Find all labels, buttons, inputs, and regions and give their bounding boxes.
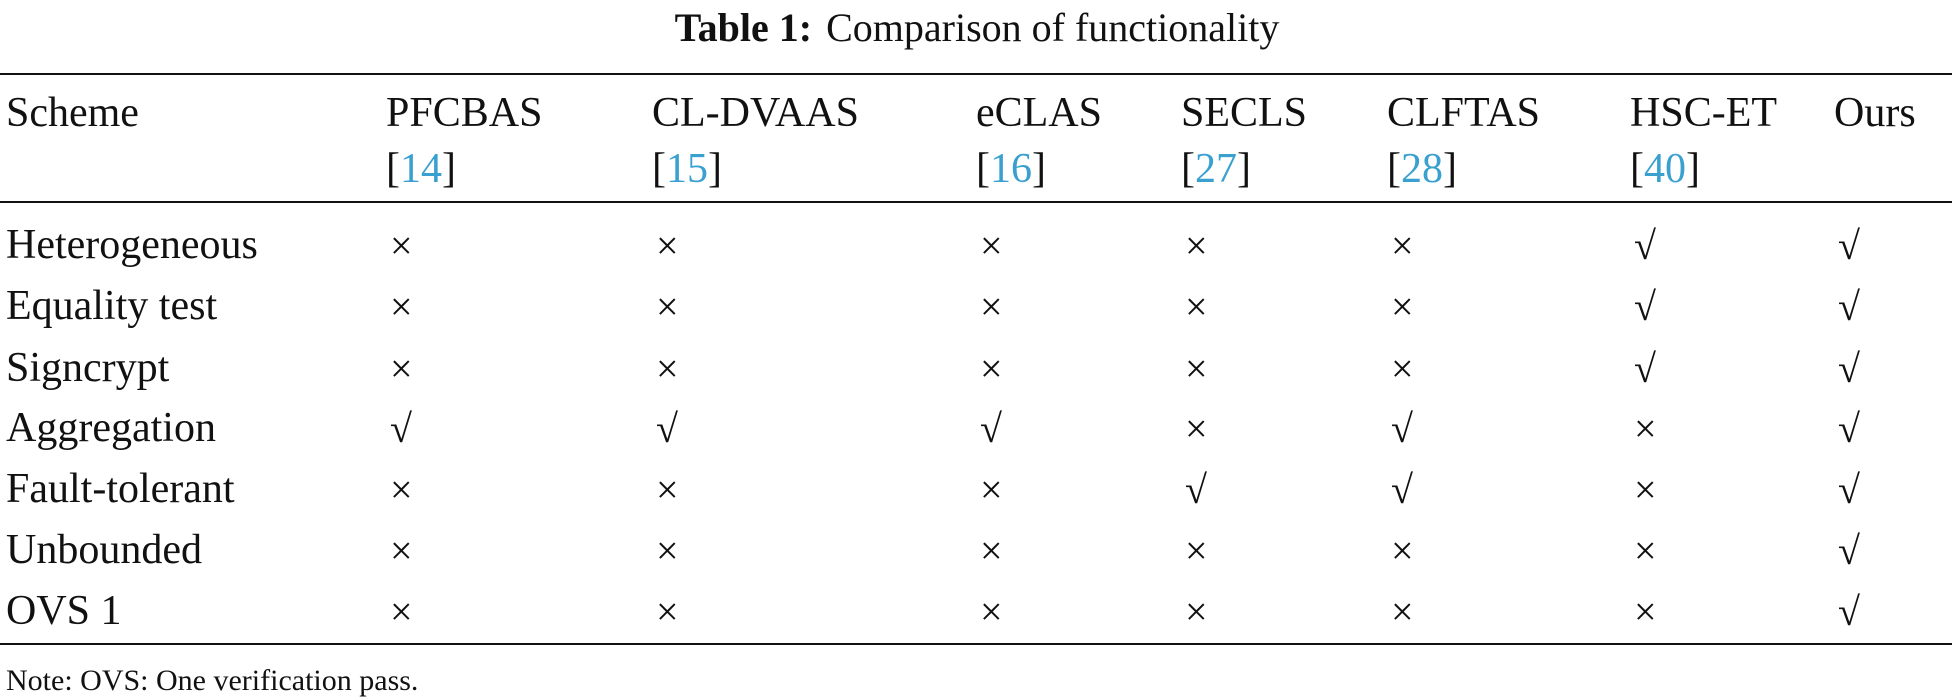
header-cell: Scheme xyxy=(6,90,139,136)
cell-symbol: × xyxy=(1634,528,1657,573)
header-ref: [14] xyxy=(386,148,456,190)
cell-symbol: × xyxy=(1185,589,1208,634)
ref-bracket: [ xyxy=(1181,146,1195,192)
caption-label: Table 1: xyxy=(674,5,813,50)
header-cell: CLFTAS xyxy=(1387,90,1541,136)
cell-symbol: × xyxy=(1391,346,1414,391)
cell-symbol: √ xyxy=(1838,346,1860,391)
cell-symbol: × xyxy=(980,589,1003,634)
header-cell: PFCBAS xyxy=(386,90,543,136)
cell-symbol: √ xyxy=(1838,284,1860,329)
ref-bracket: ] xyxy=(1686,146,1700,192)
cell-symbol: × xyxy=(390,589,413,634)
cell-symbol: √ xyxy=(1838,223,1860,268)
cell-symbol: √ xyxy=(1634,284,1656,329)
table-caption: Table 1: Comparison of functionality xyxy=(0,4,1954,51)
row-label: Heterogeneous xyxy=(6,222,258,268)
header-ref: [40] xyxy=(1630,148,1700,190)
cell-symbol: × xyxy=(390,467,413,512)
cell-symbol: × xyxy=(1391,528,1414,573)
cell-symbol: × xyxy=(980,467,1003,512)
cell-symbol: × xyxy=(1185,284,1208,329)
cell-symbol: × xyxy=(1634,406,1657,451)
cell-symbol: √ xyxy=(656,406,678,451)
cell-symbol: × xyxy=(656,467,679,512)
cell-symbol: × xyxy=(1634,467,1657,512)
row-label: Fault-tolerant xyxy=(6,466,235,512)
row-label: OVS 1 xyxy=(6,588,122,634)
header-ref: [27] xyxy=(1181,148,1251,190)
ref-number: 16 xyxy=(990,146,1032,192)
cell-symbol: × xyxy=(390,346,413,391)
cell-symbol: × xyxy=(390,284,413,329)
cell-symbol: × xyxy=(656,223,679,268)
ref-bracket: ] xyxy=(1443,146,1457,192)
row-label: Aggregation xyxy=(6,405,216,451)
ref-bracket: ] xyxy=(1032,146,1046,192)
ref-bracket: ] xyxy=(442,146,456,192)
ref-number: 40 xyxy=(1644,146,1686,192)
header-cell: SECLS xyxy=(1181,90,1308,136)
header-cell: Ours xyxy=(1834,90,1916,136)
header-cell: HSC-ET xyxy=(1630,90,1777,136)
ref-bracket: ] xyxy=(1237,146,1251,192)
cell-symbol: × xyxy=(1185,346,1208,391)
cell-symbol: × xyxy=(390,223,413,268)
cell-symbol: √ xyxy=(1391,406,1413,451)
cell-symbol: × xyxy=(656,284,679,329)
ref-bracket: ] xyxy=(708,146,722,192)
cell-symbol: × xyxy=(1391,589,1414,634)
table-note: Note: OVS: One verification pass. xyxy=(6,664,419,697)
cell-symbol: × xyxy=(1185,528,1208,573)
header-cell: eCLAS xyxy=(976,90,1102,136)
cell-symbol: × xyxy=(656,589,679,634)
header-ref: [16] xyxy=(976,148,1046,190)
mid-rule xyxy=(0,201,1952,203)
caption-text: Comparison of functionality xyxy=(826,5,1280,50)
cell-symbol: √ xyxy=(1838,467,1860,512)
row-label: Signcrypt xyxy=(6,345,170,391)
cell-symbol: √ xyxy=(1838,528,1860,573)
row-label: Equality test xyxy=(6,283,218,329)
row-label: Unbounded xyxy=(6,527,202,573)
ref-number: 14 xyxy=(400,146,442,192)
header-cell: CL-DVAAS xyxy=(652,90,859,136)
cell-symbol: × xyxy=(980,223,1003,268)
cell-symbol: √ xyxy=(390,406,412,451)
cell-symbol: × xyxy=(1185,406,1208,451)
ref-bracket: [ xyxy=(386,146,400,192)
header-ref: [28] xyxy=(1387,148,1457,190)
cell-symbol: × xyxy=(980,346,1003,391)
cell-symbol: √ xyxy=(1634,223,1656,268)
cell-symbol: × xyxy=(1391,223,1414,268)
cell-symbol: × xyxy=(656,346,679,391)
header-ref: [15] xyxy=(652,148,722,190)
cell-symbol: × xyxy=(1185,223,1208,268)
cell-symbol: × xyxy=(1634,589,1657,634)
cell-symbol: √ xyxy=(1634,346,1656,391)
ref-number: 15 xyxy=(666,146,708,192)
ref-bracket: [ xyxy=(1630,146,1644,192)
cell-symbol: √ xyxy=(1838,406,1860,451)
cell-symbol: × xyxy=(656,528,679,573)
cell-symbol: √ xyxy=(980,406,1002,451)
cell-symbol: √ xyxy=(1838,589,1860,634)
cell-symbol: × xyxy=(390,528,413,573)
ref-number: 27 xyxy=(1195,146,1237,192)
cell-symbol: × xyxy=(980,528,1003,573)
cell-symbol: × xyxy=(980,284,1003,329)
ref-bracket: [ xyxy=(652,146,666,192)
cell-symbol: × xyxy=(1391,284,1414,329)
ref-bracket: [ xyxy=(1387,146,1401,192)
ref-bracket: [ xyxy=(976,146,990,192)
top-rule xyxy=(0,73,1952,75)
ref-number: 28 xyxy=(1401,146,1443,192)
cell-symbol: √ xyxy=(1391,467,1413,512)
bottom-rule xyxy=(0,643,1952,645)
cell-symbol: √ xyxy=(1185,467,1207,512)
